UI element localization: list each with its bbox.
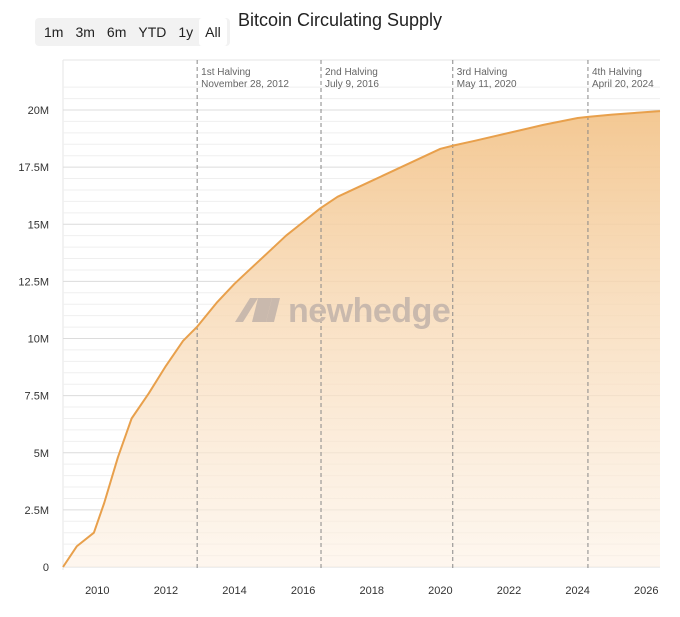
axis-labels: 0 2.5M 5M 7.5M 10M 12.5M 15M 17.5M 20M 2010 2012 20… [18,105,658,597]
halving-label: 4th Halving [592,67,642,78]
x-tick-label: 2018 [360,585,384,597]
newhedge-logo-icon [235,298,280,322]
area-layer [63,111,660,567]
y-tick-label: 10M [28,334,49,346]
range-selector: 1m 3m 6m YTD 1y All [35,18,230,46]
x-tick-label: 2010 [85,585,109,597]
y-tick-label: 5M [34,448,49,460]
halving-label: 3rd Halving [457,67,508,78]
y-tick-label: 17.5M [18,162,49,174]
x-tick-label: 2022 [497,585,521,597]
watermark: newhedge [235,292,451,330]
supply-line [62,110,661,568]
y-tick-label: 7.5M [25,391,49,403]
x-tick-label: 2014 [222,585,246,597]
halving-date: November 28, 2012 [201,79,289,90]
range-button-3m[interactable]: 3m [75,24,95,40]
halving-label: 2nd Halving [325,67,378,78]
x-tick-label: 2024 [565,585,589,597]
halving-date: April 20, 2024 [592,79,654,90]
chart-title: Bitcoin Circulating Supply [237,10,443,30]
y-tick-label: 2.5M [25,505,49,517]
watermark-text: newhedge [288,292,450,330]
x-tick-label: 2012 [154,585,178,597]
halving-label: 1st Halving [201,67,250,78]
x-tick-label: 2020 [428,585,452,597]
y-tick-label: 15M [28,219,49,231]
y-tick-label: 20M [28,105,49,117]
range-button-1y[interactable]: 1y [178,24,194,40]
halving-date: May 11, 2020 [457,79,517,90]
range-button-6m[interactable]: 6m [106,24,127,40]
range-button-all[interactable]: All [199,18,227,46]
line-layer [62,110,661,568]
x-tick-label: 2016 [291,585,315,597]
y-tick-label: 12.5M [18,276,49,288]
range-button-1m[interactable]: 1m [44,24,64,40]
halving-date: July 9, 2016 [325,79,379,90]
x-tick-label: 2026 [634,585,658,597]
y-tick-label: 0 [43,562,49,574]
range-button-ytd[interactable]: YTD [138,24,167,40]
supply-area [63,111,660,567]
